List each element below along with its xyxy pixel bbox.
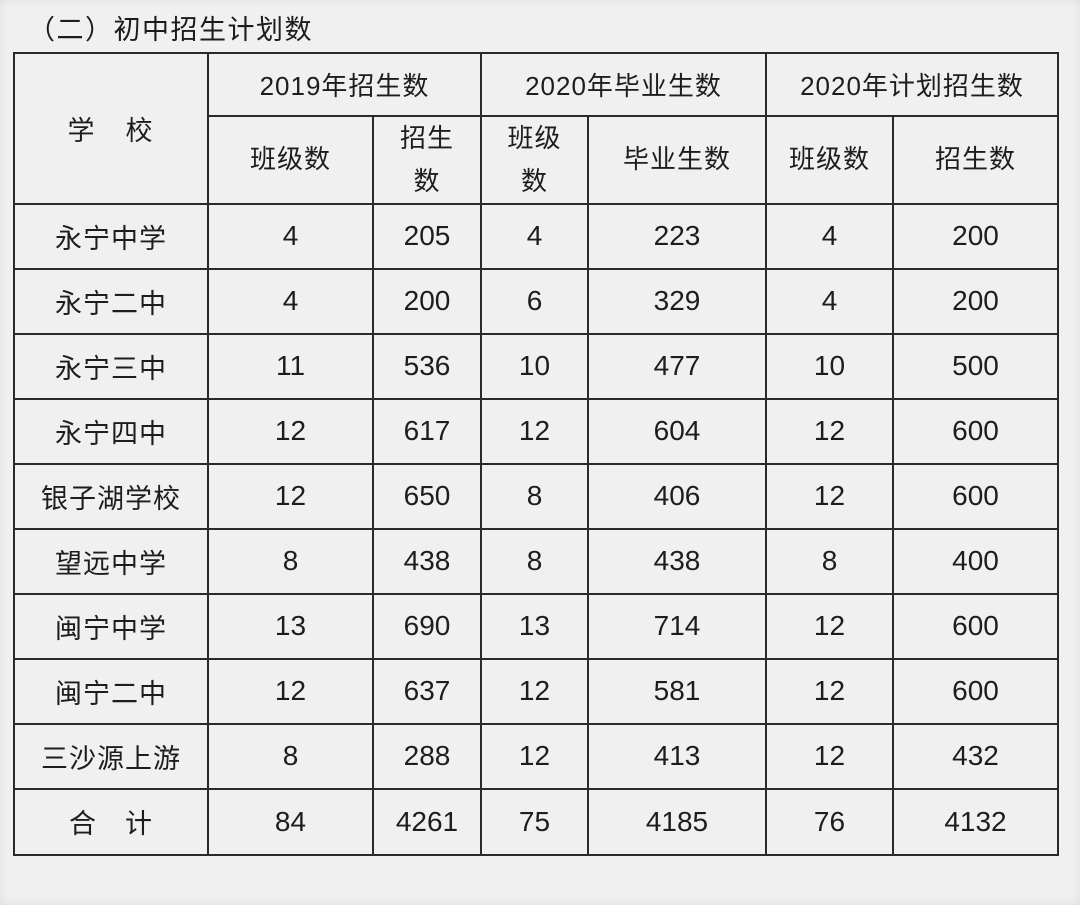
value-cell: 11 (207, 332, 374, 400)
total-value-cell: 76 (765, 787, 894, 856)
value-cell: 714 (587, 592, 767, 660)
table-row: 银子湖学校 12 650 8 406 12 600 (13, 462, 1059, 530)
total-value-cell: 84 (207, 787, 374, 856)
total-value-cell: 4261 (372, 787, 482, 856)
header-group-2020-planned: 2020年计划招生数 (765, 52, 1059, 117)
value-cell: 536 (372, 332, 482, 400)
value-cell: 12 (207, 462, 374, 530)
value-cell: 617 (372, 397, 482, 465)
value-cell: 4 (765, 267, 894, 335)
value-cell: 205 (372, 202, 482, 270)
header-group-2020-graduates: 2020年毕业生数 (480, 52, 767, 117)
header-school: 学 校 (13, 52, 209, 205)
value-cell: 8 (207, 722, 374, 790)
value-cell: 12 (207, 657, 374, 725)
value-cell: 12 (765, 592, 894, 660)
header-group-row: 学 校 2019年招生数 2020年毕业生数 2020年计划招生数 (13, 52, 1059, 205)
value-cell: 604 (587, 397, 767, 465)
school-name: 永宁三中 (13, 332, 209, 400)
value-cell: 12 (765, 462, 894, 530)
value-cell: 406 (587, 462, 767, 530)
school-name: 闽宁二中 (13, 657, 209, 725)
value-cell: 400 (892, 527, 1059, 595)
value-cell: 500 (892, 332, 1059, 400)
header-2019-classes: 班级数 (207, 115, 374, 205)
value-cell: 650 (372, 462, 482, 530)
header-group-2019-enrollment: 2019年招生数 (207, 52, 482, 117)
table-row: 望远中学 8 438 8 438 8 400 (13, 527, 1059, 595)
value-cell: 600 (892, 397, 1059, 465)
value-cell: 600 (892, 592, 1059, 660)
value-cell: 581 (587, 657, 767, 725)
value-cell: 200 (372, 267, 482, 335)
value-cell: 13 (207, 592, 374, 660)
value-cell: 8 (480, 462, 589, 530)
school-name: 永宁四中 (13, 397, 209, 465)
value-cell: 690 (372, 592, 482, 660)
value-cell: 6 (480, 267, 589, 335)
value-cell: 4 (480, 202, 589, 270)
header-2020-plan-classes: 班级数 (765, 115, 894, 205)
value-cell: 13 (480, 592, 589, 660)
value-cell: 8 (207, 527, 374, 595)
school-name: 望远中学 (13, 527, 209, 595)
school-name: 永宁二中 (13, 267, 209, 335)
value-cell: 600 (892, 657, 1059, 725)
value-cell: 4 (207, 202, 374, 270)
table-row: 闽宁中学 13 690 13 714 12 600 (13, 592, 1059, 660)
value-cell: 8 (480, 527, 589, 595)
value-cell: 10 (765, 332, 894, 400)
value-cell: 12 (480, 397, 589, 465)
header-2020-graduates: 毕业生数 (587, 115, 767, 205)
value-cell: 12 (480, 722, 589, 790)
total-label: 合 计 (13, 787, 209, 856)
value-cell: 438 (372, 527, 482, 595)
value-cell: 12 (765, 397, 894, 465)
table-row: 永宁四中 12 617 12 604 12 600 (13, 397, 1059, 465)
total-value-cell: 4185 (587, 787, 767, 856)
value-cell: 432 (892, 722, 1059, 790)
school-name: 永宁中学 (13, 202, 209, 270)
value-cell: 12 (207, 397, 374, 465)
value-cell: 12 (765, 657, 894, 725)
page-title: （二）初中招生计划数 (28, 15, 313, 45)
value-cell: 438 (587, 527, 767, 595)
table-row: 闽宁二中 12 637 12 581 12 600 (13, 657, 1059, 725)
value-cell: 477 (587, 332, 767, 400)
school-name: 银子湖学校 (13, 462, 209, 530)
table-row: 三沙源上游 8 288 12 413 12 432 (13, 722, 1059, 790)
table-row: 永宁三中 11 536 10 477 10 500 (13, 332, 1059, 400)
header-2020-plan-enrolled: 招生数 (892, 115, 1059, 205)
value-cell: 4 (207, 267, 374, 335)
value-cell: 413 (587, 722, 767, 790)
value-cell: 4 (765, 202, 894, 270)
total-row: 合 计 84 4261 75 4185 76 4132 (13, 787, 1059, 856)
total-value-cell: 4132 (892, 787, 1059, 856)
table-row: 永宁中学 4 205 4 223 4 200 (13, 202, 1059, 270)
value-cell: 8 (765, 527, 894, 595)
value-cell: 200 (892, 267, 1059, 335)
school-name: 三沙源上游 (13, 722, 209, 790)
value-cell: 200 (892, 202, 1059, 270)
header-2020-grad-classes: 班级 数 (480, 115, 589, 205)
value-cell: 10 (480, 332, 589, 400)
value-cell: 12 (765, 722, 894, 790)
header-sub-row: 班级数 招生 数 班级 数 毕业生数 班级数 招生数 (14, 115, 1059, 205)
value-cell: 223 (587, 202, 767, 270)
value-cell: 600 (892, 462, 1059, 530)
total-value-cell: 75 (480, 787, 589, 856)
value-cell: 288 (372, 722, 482, 790)
table-row: 永宁二中 4 200 6 329 4 200 (13, 267, 1059, 335)
header-2019-enrolled: 招生 数 (372, 115, 482, 205)
value-cell: 329 (587, 267, 767, 335)
enrollment-plan-table: 学 校 2019年招生数 2020年毕业生数 2020年计划招生数 班级数 招生… (13, 52, 1059, 856)
value-cell: 12 (480, 657, 589, 725)
school-name: 闽宁中学 (13, 592, 209, 660)
value-cell: 637 (372, 657, 482, 725)
